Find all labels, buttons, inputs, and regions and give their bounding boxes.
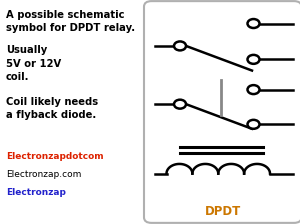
- Text: a flyback diode.: a flyback diode.: [6, 110, 96, 120]
- Text: 5V or 12V: 5V or 12V: [6, 59, 61, 69]
- Circle shape: [174, 100, 186, 109]
- Circle shape: [248, 19, 260, 28]
- Text: A possible schematic: A possible schematic: [6, 10, 124, 19]
- Text: Electronzapdotcom: Electronzapdotcom: [6, 152, 103, 161]
- Circle shape: [174, 41, 186, 50]
- Text: coil.: coil.: [6, 72, 29, 82]
- Text: DPDT: DPDT: [206, 205, 242, 218]
- Text: Electronzap.com: Electronzap.com: [6, 170, 81, 179]
- Text: symbol for DPDT relay.: symbol for DPDT relay.: [6, 23, 135, 33]
- Circle shape: [248, 120, 260, 129]
- Text: Usually: Usually: [6, 45, 47, 55]
- Circle shape: [248, 55, 260, 64]
- FancyBboxPatch shape: [144, 1, 300, 223]
- Circle shape: [248, 85, 260, 94]
- Text: Electronzap: Electronzap: [6, 188, 66, 197]
- Text: Coil likely needs: Coil likely needs: [6, 97, 98, 107]
